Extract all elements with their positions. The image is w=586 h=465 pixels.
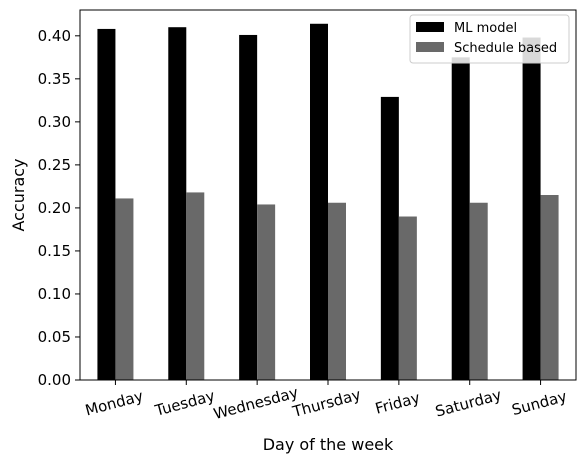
bars-group — [97, 23, 559, 381]
bar-ml-model-saturday — [451, 57, 470, 380]
y-tick-label: 0.15 — [38, 242, 71, 260]
bar-ml-model-tuesday — [168, 27, 187, 381]
x-tick-label: Sunday — [510, 387, 569, 419]
bar-ml-model-wednesday — [239, 34, 258, 380]
y-tick-label: 0.10 — [38, 285, 71, 303]
y-tick-label: 0.05 — [38, 328, 71, 346]
x-axis-label: Day of the week — [263, 435, 394, 454]
y-axis-label: Accuracy — [9, 158, 28, 231]
x-tick-label: Wednesday — [212, 383, 301, 423]
legend-label: ML model — [454, 21, 517, 36]
y-tick-label: 0.25 — [38, 156, 71, 174]
y-tick-label: 0.35 — [38, 70, 71, 88]
bar-ml-model-friday — [380, 96, 399, 380]
bar-schedule-based-saturday — [469, 202, 488, 380]
x-tick-label: Thursday — [290, 385, 363, 421]
bar-ml-model-sunday — [522, 37, 541, 381]
plot-frame — [79, 9, 577, 381]
y-tick-label: 0.30 — [38, 113, 71, 131]
x-tick-label: Saturday — [433, 386, 503, 421]
bar-schedule-based-sunday — [540, 195, 559, 380]
bar-ml-model-monday — [97, 28, 116, 380]
legend-swatch — [416, 42, 444, 52]
bar-schedule-based-friday — [398, 216, 417, 380]
y-tick-label: 0.20 — [38, 199, 71, 217]
bar-schedule-based-monday — [115, 198, 134, 380]
legend-box — [409, 14, 570, 64]
bar-ml-model-thursday — [310, 23, 328, 380]
bar-schedule-based-tuesday — [186, 192, 205, 380]
x-tick-label: Monday — [83, 387, 145, 420]
y-tick-label: 0.00 — [38, 371, 71, 389]
legend-swatch — [416, 22, 444, 32]
bar-schedule-based-wednesday — [257, 204, 276, 380]
y-axis-ticks: 0.00 0.05 0.10 0.15 0.20 0.25 0.30 0.35 0.40 — [38, 27, 80, 389]
x-tick-label: Tuesday — [152, 387, 217, 420]
legend-label: Schedule based — [454, 41, 557, 56]
legend: ML model Schedule based — [409, 14, 570, 64]
y-tick-label: 0.40 — [38, 27, 71, 45]
x-tick-label: Friday — [373, 389, 422, 418]
bar-schedule-based-thursday — [328, 202, 346, 380]
